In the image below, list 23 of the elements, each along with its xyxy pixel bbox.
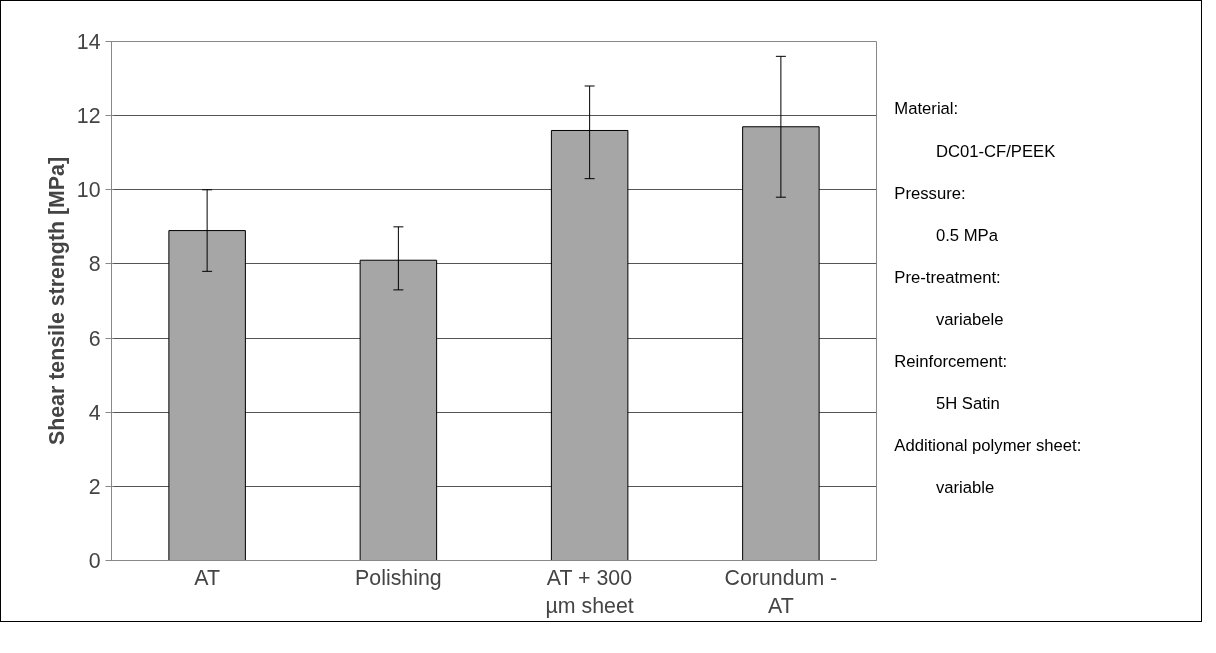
y-tick-label: 12: [76, 104, 101, 129]
text: Pressure:: [894, 183, 966, 203]
text: variabele: [935, 309, 1004, 329]
text: Material:: [894, 99, 959, 119]
x-tick-label: AT: [194, 565, 220, 590]
text: 5H Satin: [935, 393, 1000, 413]
text: Pre-treatment:: [894, 267, 1001, 287]
text: Additional polymer sheet:: [894, 435, 1082, 455]
text: Reinforcement:: [894, 351, 1008, 371]
y-tick-label: 8: [88, 252, 101, 277]
y-tick-label: 14: [76, 30, 101, 54]
y-tick-label: 10: [76, 178, 101, 203]
y-tick-label: 0: [88, 549, 101, 573]
x-tick-label: Corundum - AT: [724, 565, 838, 619]
x-tick-label: AT + 300 µm sheet: [545, 565, 634, 619]
x-tick-label: Polishing: [355, 565, 442, 590]
text: DC01-CF/PEEK: [935, 141, 1056, 161]
text: variable: [935, 477, 995, 497]
y-tick-label: 6: [88, 326, 101, 351]
text: 0.5 MPa: [935, 225, 999, 245]
y-tick-label: 2: [88, 474, 101, 499]
y-axis-title: Shear tensile strength [MPa]: [44, 157, 69, 445]
y-tick-label: 4: [88, 400, 101, 425]
